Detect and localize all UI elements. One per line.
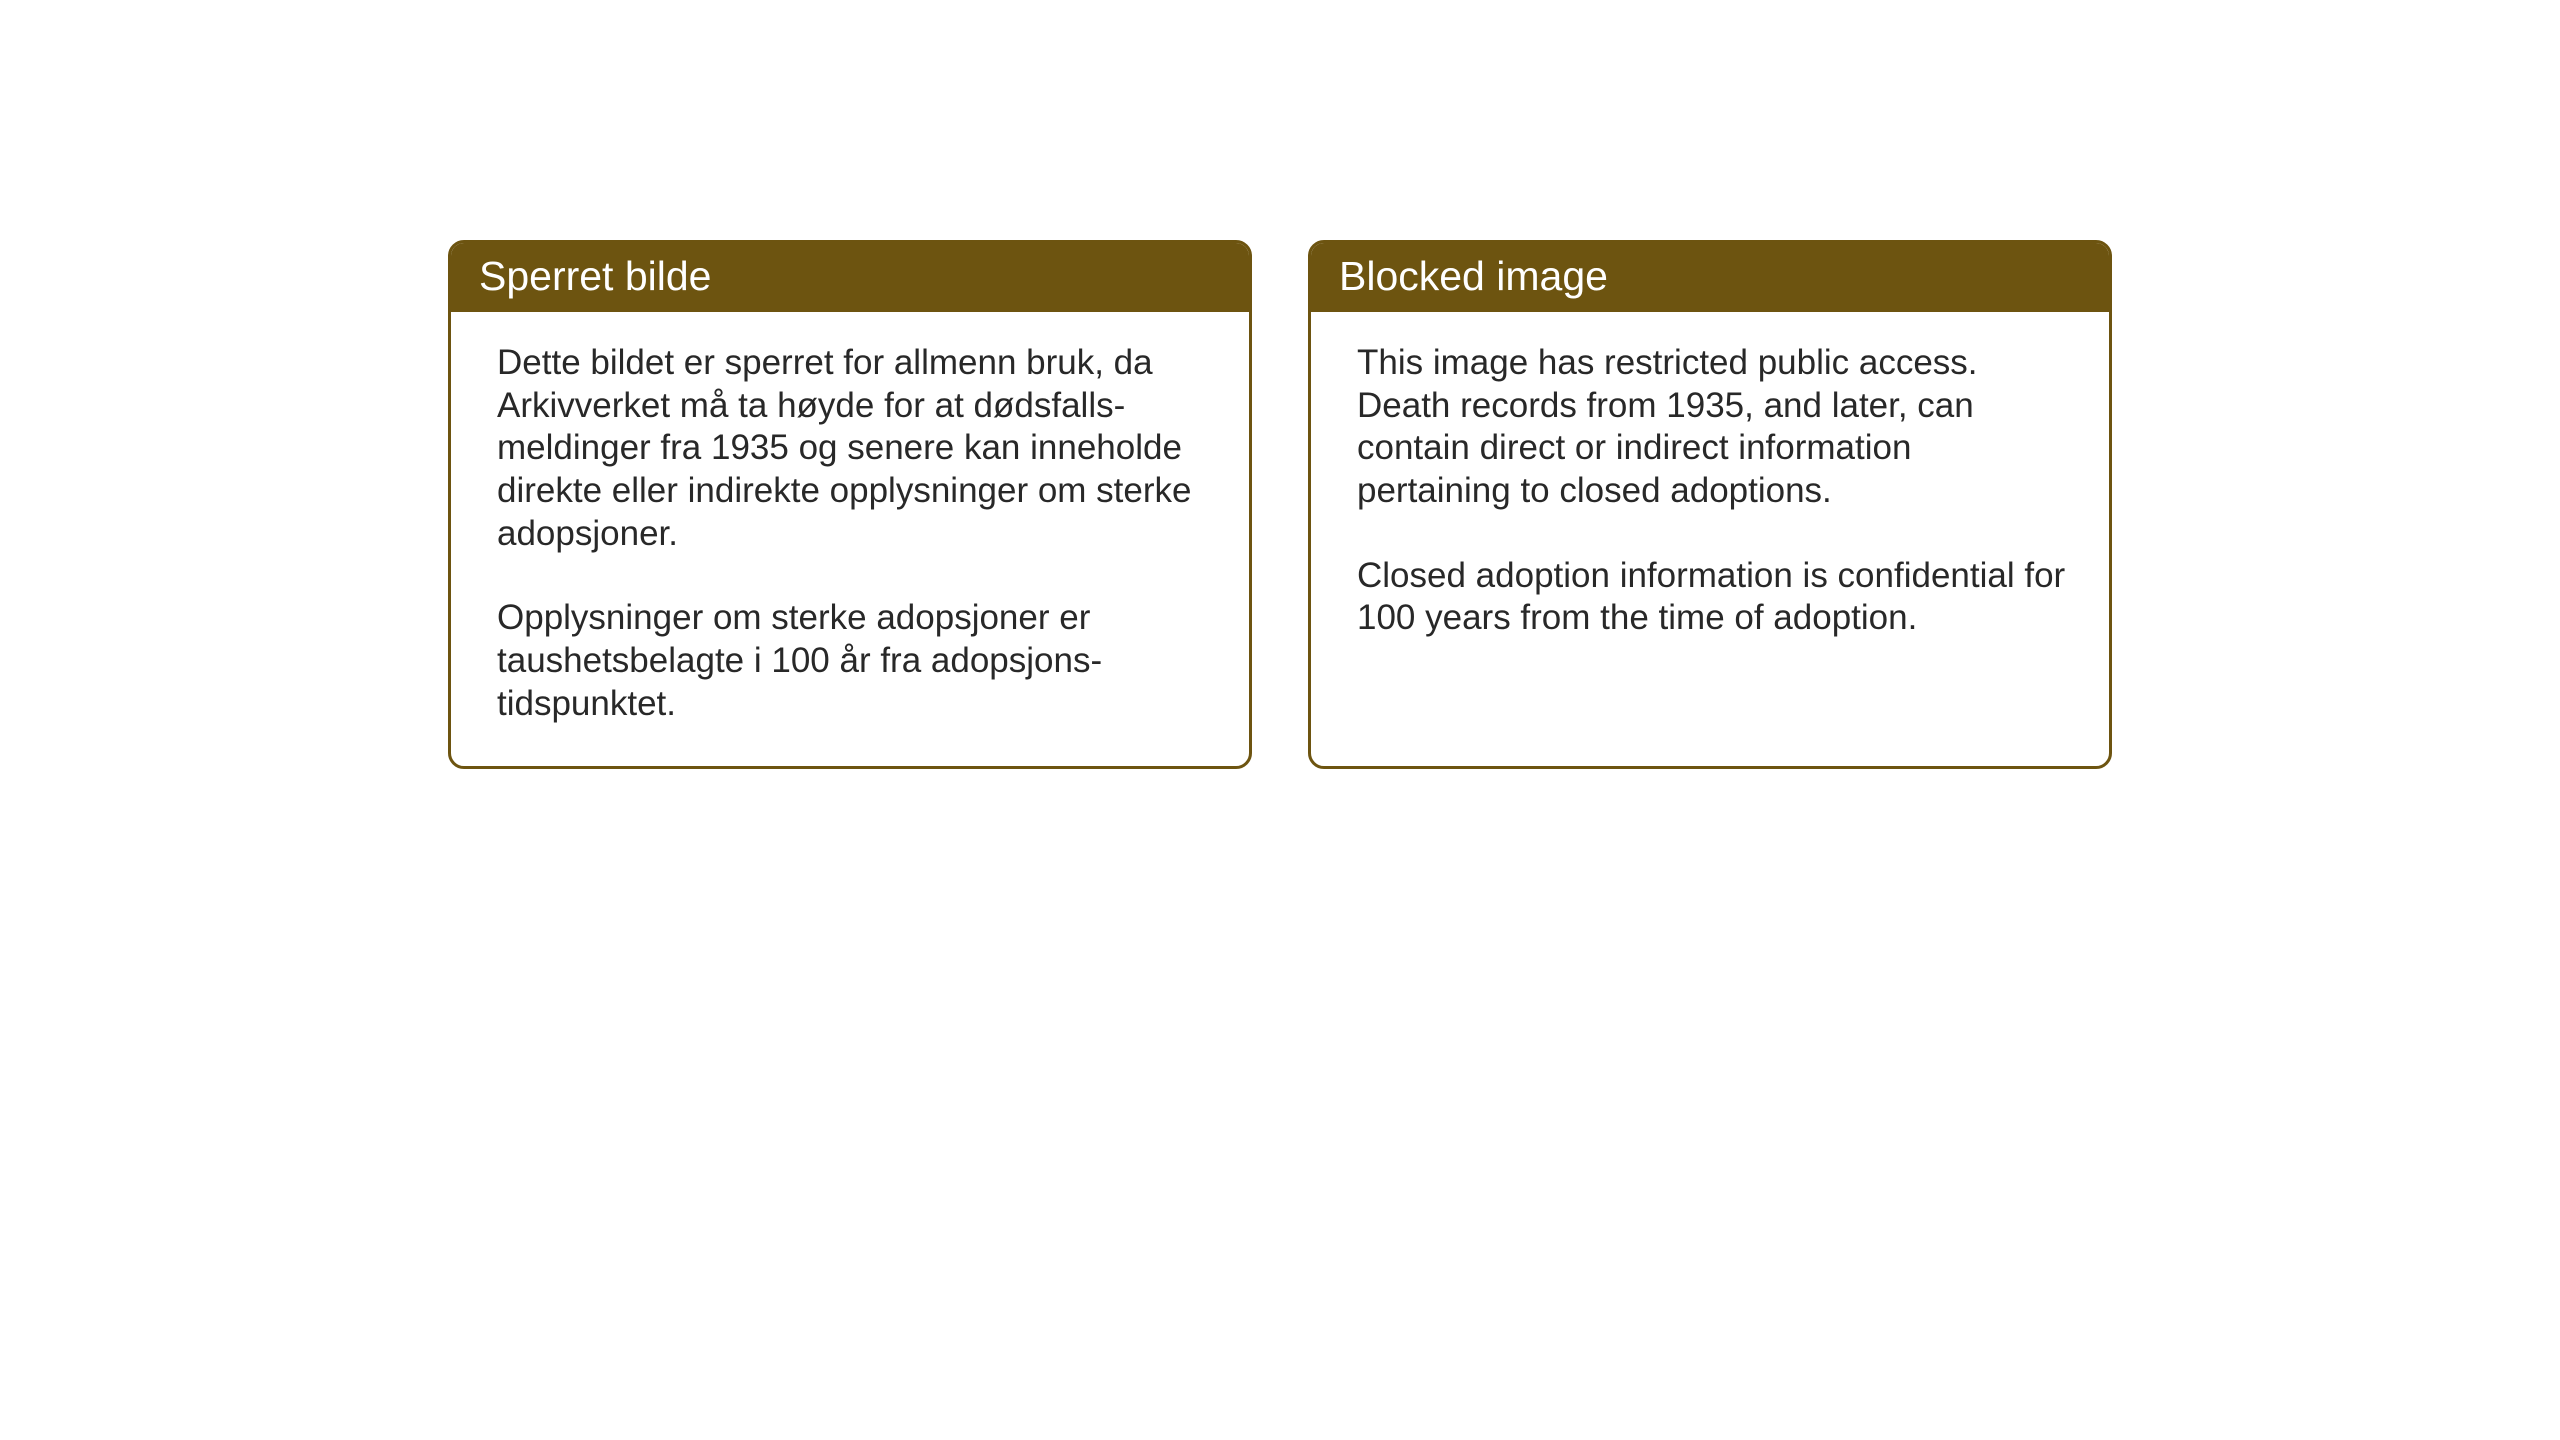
card-title-norwegian: Sperret bilde	[479, 253, 711, 299]
card-body-english: This image has restricted public access.…	[1311, 312, 2109, 680]
card-paragraph-1-norwegian: Dette bildet er sperret for allmenn bruk…	[497, 342, 1207, 555]
card-paragraph-1-english: This image has restricted public access.…	[1357, 342, 2067, 513]
card-paragraph-2-norwegian: Opplysninger om sterke adopsjoner er tau…	[497, 597, 1207, 725]
card-header-english: Blocked image	[1311, 243, 2109, 312]
card-header-norwegian: Sperret bilde	[451, 243, 1249, 312]
card-body-norwegian: Dette bildet er sperret for allmenn bruk…	[451, 312, 1249, 766]
card-title-english: Blocked image	[1339, 253, 1608, 299]
cards-container: Sperret bilde Dette bildet er sperret fo…	[0, 0, 2560, 769]
card-english: Blocked image This image has restricted …	[1308, 240, 2112, 769]
card-norwegian: Sperret bilde Dette bildet er sperret fo…	[448, 240, 1252, 769]
card-paragraph-2-english: Closed adoption information is confident…	[1357, 555, 2067, 640]
